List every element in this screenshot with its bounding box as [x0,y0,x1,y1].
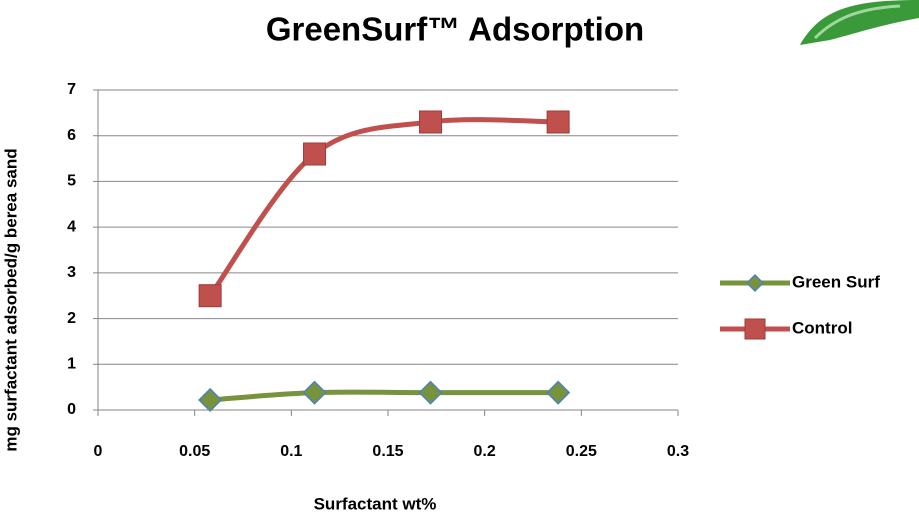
x-tick-label: 0.15 [372,443,403,460]
logo-highlight [813,4,901,40]
x-tick-label: 0.25 [566,443,597,460]
legend-marker [745,273,765,293]
y-axis-label: mg surfactant adsorbed/g berea sand [1,148,20,451]
legend-label: Green Surf [792,272,880,291]
series-line [208,117,559,298]
data-point [302,380,327,405]
logo [800,0,919,45]
axes: 0 1 2 3 4 5 6 7 0 0.05 0.1 0.15 0.2 0.25 0.3 [67,81,689,460]
x-axis-label: Surfactant wt% [314,494,437,513]
y-tick-label: 2 [67,310,76,327]
legend: Green Surf Control [720,272,880,340]
x-tick-label: 0 [94,443,103,460]
logo-leaf [800,0,919,45]
series-line [209,389,559,403]
data-point [198,387,223,413]
grid [98,89,678,411]
y-tick-label: 6 [67,127,76,144]
data-point [198,284,222,308]
y-tick-label: 4 [67,218,76,235]
data-point [419,110,443,134]
data-point [303,142,327,166]
data-point [546,380,571,405]
legend-label: Control [792,318,852,337]
y-tick-label: 5 [67,173,76,190]
data-point [546,110,570,134]
x-tick-label: 0.05 [179,443,210,460]
y-tick-label: 0 [67,401,76,418]
plot [198,110,571,413]
y-tick-label: 3 [67,264,76,281]
y-tick-label: 1 [67,356,76,373]
data-point [418,380,443,405]
x-tick-label: 0.1 [280,443,302,460]
chart-title: GreenSurf™ Adsorption [266,11,644,48]
x-tick-label: 0.3 [667,443,689,460]
legend-marker [744,318,766,340]
y-tick-label: 7 [67,81,76,98]
x-tick-label: 0.2 [474,443,496,460]
